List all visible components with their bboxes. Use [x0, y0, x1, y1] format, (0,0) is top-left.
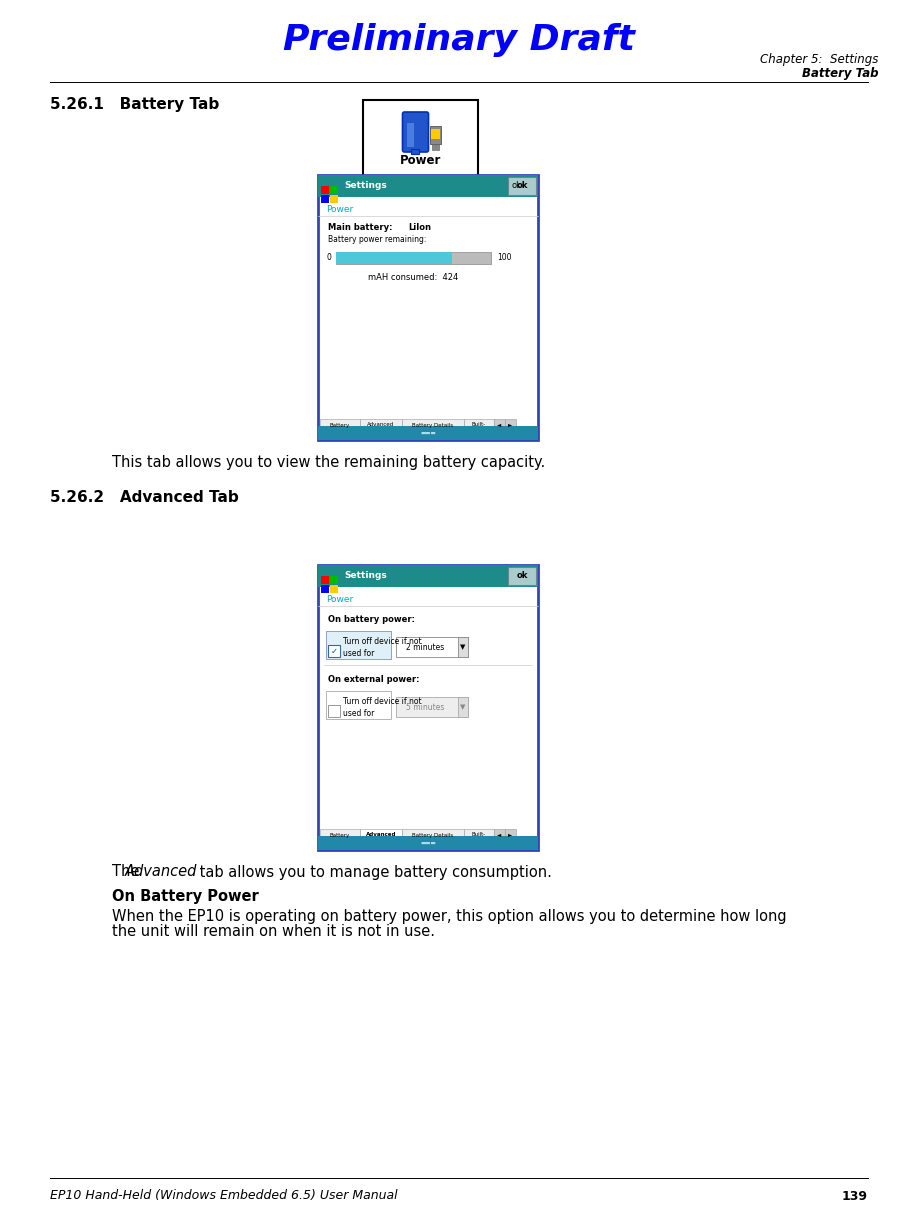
Text: 5.26.2   Advanced Tab: 5.26.2 Advanced Tab — [50, 491, 239, 505]
Text: ►: ► — [509, 422, 512, 428]
Bar — [320, 420, 360, 432]
Text: ok: ok — [516, 572, 528, 580]
Bar — [330, 186, 338, 193]
Text: Advanced: Advanced — [125, 864, 197, 879]
Bar — [431, 144, 434, 150]
Text: Chapter 5:  Settings: Chapter 5: Settings — [759, 53, 878, 66]
Text: Advanced: Advanced — [365, 833, 397, 838]
Bar — [336, 251, 491, 264]
Text: Power: Power — [400, 154, 442, 167]
Text: ok: ok — [516, 181, 528, 191]
Text: 139: 139 — [842, 1190, 868, 1203]
Text: This tab allows you to view the remaining battery capacity.: This tab allows you to view the remainin… — [112, 455, 545, 469]
Bar — [464, 420, 494, 432]
Bar — [321, 575, 329, 584]
Bar — [360, 420, 402, 432]
Text: On external power:: On external power: — [328, 675, 420, 683]
Text: ▬▬▬: ▬▬▬ — [420, 840, 436, 845]
Bar — [321, 186, 329, 193]
Text: Advanced: Advanced — [367, 422, 395, 428]
Bar — [330, 195, 338, 203]
Bar — [505, 420, 516, 432]
Text: the unit will remain on when it is not in use.: the unit will remain on when it is not i… — [112, 925, 435, 939]
Bar — [396, 637, 468, 656]
Text: Power: Power — [326, 596, 353, 604]
Text: Battery power remaining:: Battery power remaining: — [328, 235, 426, 243]
Text: Turn off device if not: Turn off device if not — [343, 636, 421, 646]
Bar — [508, 567, 536, 585]
Bar — [330, 575, 338, 584]
Text: Built-: Built- — [472, 833, 487, 838]
Bar — [326, 692, 391, 719]
Bar — [505, 829, 516, 841]
Bar — [430, 126, 441, 144]
Bar — [402, 420, 464, 432]
Text: ▬▬▬: ▬▬▬ — [420, 430, 436, 435]
Bar — [494, 420, 505, 432]
Text: Preliminary Draft: Preliminary Draft — [283, 23, 635, 57]
Text: ►: ► — [509, 833, 512, 838]
Text: Power: Power — [326, 206, 353, 214]
Bar — [326, 631, 391, 659]
Text: When the EP10 is operating on battery power, this option allows you to determine: When the EP10 is operating on battery po… — [112, 908, 787, 924]
Bar — [360, 829, 402, 841]
Bar — [328, 705, 340, 717]
Text: Turn off device if not: Turn off device if not — [343, 696, 421, 706]
Bar — [435, 144, 439, 150]
Bar — [330, 585, 338, 592]
Text: Settings: Settings — [344, 572, 386, 580]
Text: On battery power:: On battery power: — [328, 614, 415, 624]
Text: ✓: ✓ — [330, 647, 338, 655]
FancyBboxPatch shape — [402, 112, 429, 152]
Bar — [494, 829, 505, 841]
Text: Battery Tab: Battery Tab — [801, 68, 878, 81]
Bar — [318, 565, 538, 588]
Text: tab allows you to manage battery consumption.: tab allows you to manage battery consump… — [195, 864, 552, 879]
Bar — [508, 177, 536, 195]
Text: 0: 0 — [327, 254, 331, 262]
Text: Battery Details: Battery Details — [412, 422, 453, 428]
Text: 5.26.1   Battery Tab: 5.26.1 Battery Tab — [50, 98, 219, 112]
Bar — [318, 565, 538, 850]
Bar — [318, 835, 538, 850]
Text: LiIon: LiIon — [408, 224, 431, 232]
Bar — [458, 698, 468, 717]
Bar — [410, 149, 419, 154]
Text: Settings: Settings — [344, 181, 386, 191]
Bar — [336, 251, 452, 264]
Text: The: The — [112, 864, 144, 879]
Bar — [396, 698, 468, 717]
Bar — [318, 175, 538, 197]
Text: Battery: Battery — [330, 422, 350, 428]
Text: Main battery:: Main battery: — [328, 224, 393, 232]
Text: On Battery Power: On Battery Power — [112, 889, 259, 903]
Text: 100: 100 — [497, 254, 511, 262]
Bar — [321, 585, 329, 592]
Text: 2 minutes: 2 minutes — [406, 642, 444, 652]
Bar — [363, 100, 478, 177]
Text: ◄: ◄ — [498, 833, 501, 838]
Bar — [328, 644, 340, 656]
Text: ▼: ▼ — [460, 704, 465, 710]
Text: Built-: Built- — [472, 422, 487, 428]
Text: ◄: ◄ — [498, 422, 501, 428]
Text: used for: used for — [343, 648, 375, 658]
Text: used for: used for — [343, 708, 375, 717]
Bar — [464, 829, 494, 841]
Text: Battery Details: Battery Details — [412, 833, 453, 838]
Bar — [431, 129, 440, 139]
Bar — [402, 829, 464, 841]
Bar — [458, 637, 468, 656]
Bar — [318, 175, 538, 440]
Text: ok: ok — [511, 181, 521, 191]
Bar — [407, 123, 413, 147]
Text: 5 minutes: 5 minutes — [406, 702, 444, 712]
Bar — [321, 195, 329, 203]
Bar — [318, 426, 538, 440]
Text: ▼: ▼ — [460, 644, 465, 650]
Bar — [320, 829, 360, 841]
Text: EP10 Hand-Held (Windows Embedded 6.5) User Manual: EP10 Hand-Held (Windows Embedded 6.5) Us… — [50, 1190, 397, 1203]
Text: mAH consumed:  424: mAH consumed: 424 — [368, 272, 458, 282]
Text: Battery: Battery — [330, 833, 350, 838]
